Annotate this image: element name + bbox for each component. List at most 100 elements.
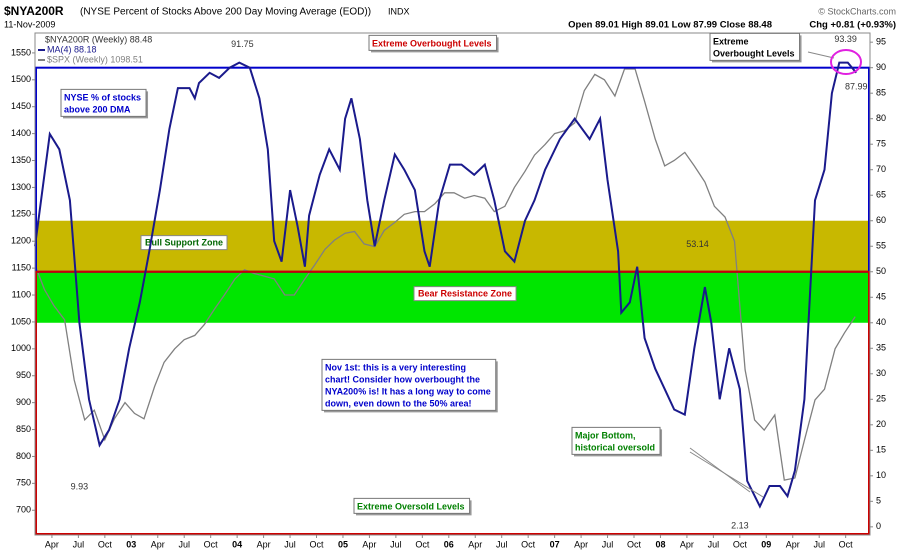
x-tick-label: Jul bbox=[708, 539, 720, 549]
legend-header: $NYA200R (Weekly) 88.48 bbox=[45, 34, 152, 44]
annotation-text: Extreme bbox=[713, 36, 749, 46]
subtitle: (NYSE Percent of Stocks Above 200 Day Mo… bbox=[80, 7, 371, 18]
annotation-box bbox=[321, 358, 497, 411]
y2-tick-label: 35 bbox=[876, 343, 886, 353]
zone-label: Bear Resistance Zone bbox=[418, 289, 512, 299]
y2-tick-label: 15 bbox=[876, 445, 886, 455]
annotation: Nov 1st: this is a very interesting chart… bbox=[321, 358, 498, 413]
callout-arrow bbox=[807, 51, 835, 59]
quote: Open 89.01 High 89.01 Low 87.99 Close 88… bbox=[568, 20, 772, 31]
y-tick-label: 1250 bbox=[11, 209, 31, 219]
callout-arrow bbox=[689, 451, 764, 498]
x-tick-label: Oct bbox=[204, 539, 219, 549]
y2-tick-label: 60 bbox=[876, 215, 886, 225]
x-tick-label: Jul bbox=[602, 539, 614, 549]
point-label: 91.75 bbox=[231, 39, 254, 49]
zone-label: Bull Support Zone bbox=[145, 238, 223, 248]
annotation-text: Extreme Overbought Levels bbox=[372, 38, 492, 48]
x-tick-label: 04 bbox=[232, 539, 242, 549]
y-tick-label: 1500 bbox=[11, 74, 31, 84]
x-tick-label: Jul bbox=[73, 539, 85, 549]
x-tick-label: 07 bbox=[550, 539, 560, 549]
y-tick-label: 1300 bbox=[11, 182, 31, 192]
annotation-text: Extreme Oversold Levels bbox=[357, 501, 465, 511]
series-line bbox=[34, 68, 856, 481]
y-tick-label: 900 bbox=[16, 397, 31, 407]
exchange: INDX bbox=[388, 6, 410, 16]
x-tick-label: Jul bbox=[390, 539, 402, 549]
annotation-box bbox=[571, 426, 661, 455]
y2-tick-label: 45 bbox=[876, 292, 886, 302]
annotation-text: Nov 1st: this is a very interesting bbox=[325, 362, 466, 372]
y2-tick-label: 10 bbox=[876, 470, 886, 480]
date: 11-Nov-2009 bbox=[4, 19, 55, 29]
x-tick-label: Apr bbox=[786, 539, 800, 549]
x-tick-label: Apr bbox=[151, 539, 165, 549]
x-tick-label: Jul bbox=[813, 539, 825, 549]
annotation-box bbox=[353, 497, 471, 514]
annotation: Extreme Overbought Levels bbox=[368, 34, 499, 53]
y-tick-label: 1050 bbox=[11, 316, 31, 326]
y-tick-label: 750 bbox=[16, 478, 31, 488]
level-box bbox=[35, 270, 870, 535]
y-tick-label: 1200 bbox=[11, 236, 31, 246]
annotation: Extreme Overbought Levels bbox=[709, 32, 802, 63]
x-tick-label: 09 bbox=[761, 539, 771, 549]
plot-area: Bull Support Zone Bear Resistance Zone 91.… bbox=[34, 34, 870, 535]
y-tick-label: 1000 bbox=[11, 343, 31, 353]
x-tick-label: Oct bbox=[733, 539, 748, 549]
y2-tick-label: 50 bbox=[876, 266, 886, 276]
x-tick-label: 08 bbox=[655, 539, 665, 549]
x-tick-label: Oct bbox=[627, 539, 642, 549]
y2-tick-label: 90 bbox=[876, 62, 886, 72]
x-tick-label: Oct bbox=[310, 539, 325, 549]
x-tick-label: Jul bbox=[496, 539, 508, 549]
y-tick-label: 950 bbox=[16, 370, 31, 380]
x-tick-label: Oct bbox=[415, 539, 430, 549]
annotation-text: chart! Consider how overbought the bbox=[325, 374, 480, 384]
legend-label: MA(4) 88.18 bbox=[47, 44, 97, 54]
annotation-text: historical oversold bbox=[575, 442, 655, 452]
y-tick-label: 1350 bbox=[11, 155, 31, 165]
annotation-box bbox=[60, 88, 147, 117]
y2-tick-label: 20 bbox=[876, 419, 886, 429]
x-tick-label: Oct bbox=[98, 539, 113, 549]
y2-tick-label: 55 bbox=[876, 241, 886, 251]
annotation-text: NYA200% is! It has a long way to come bbox=[325, 386, 491, 396]
x-tick-label: Oct bbox=[839, 539, 854, 549]
point-label: 9.93 bbox=[71, 482, 89, 492]
x-tick-label: 05 bbox=[338, 539, 348, 549]
x-tick-label: Jul bbox=[178, 539, 190, 549]
y2-tick-label: 30 bbox=[876, 368, 886, 378]
y-tick-label: 1150 bbox=[12, 263, 31, 273]
annotation: NYSE % of stocks above 200 DMA bbox=[60, 88, 149, 119]
y-tick-label: 1400 bbox=[11, 128, 31, 138]
plot-frame bbox=[34, 32, 871, 536]
y2-tick-label: 70 bbox=[876, 164, 886, 174]
y-tick-label: 1450 bbox=[11, 101, 31, 111]
point-label: 2.13 bbox=[731, 520, 749, 530]
y-tick-label: 850 bbox=[16, 424, 31, 434]
x-tick-label: Oct bbox=[521, 539, 536, 549]
annotation-box bbox=[368, 34, 498, 51]
series-line bbox=[34, 61, 857, 509]
zone-label-box bbox=[140, 235, 228, 251]
x-tick-label: 03 bbox=[126, 539, 136, 549]
y2-tick-label: 80 bbox=[876, 113, 886, 123]
x-tick-label: 06 bbox=[444, 539, 454, 549]
y2-tick-label: 40 bbox=[876, 317, 886, 327]
annotation-text: Major Bottom, bbox=[575, 430, 636, 440]
annotation-text: down, even down to the 50% area! bbox=[325, 398, 472, 408]
y-tick-label: 700 bbox=[16, 505, 31, 515]
change: Chg +0.81 (+0.93%) bbox=[809, 20, 896, 31]
annotation-text: above 200 DMA bbox=[64, 104, 131, 114]
y2-tick-label: 85 bbox=[876, 88, 886, 98]
zone-label-box bbox=[413, 286, 517, 302]
annotation-box bbox=[709, 32, 801, 61]
x-tick-label: Apr bbox=[468, 539, 482, 549]
annotation: Extreme Oversold Levels bbox=[353, 497, 472, 516]
annotation-text: Overbought Levels bbox=[713, 48, 795, 58]
x-tick-label: Apr bbox=[257, 539, 271, 549]
y2-tick-label: 75 bbox=[876, 139, 886, 149]
